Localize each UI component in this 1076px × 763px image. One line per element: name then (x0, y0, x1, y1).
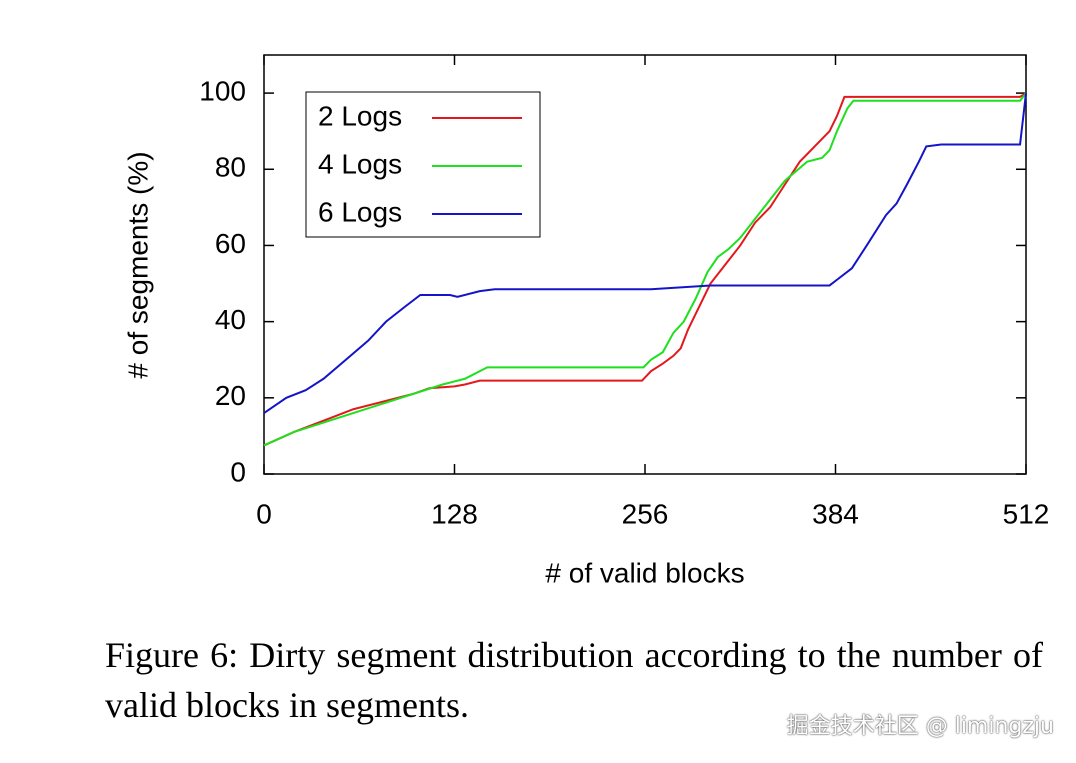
legend-label: 4 Logs (318, 148, 402, 179)
y-tick-label: 80 (215, 152, 246, 183)
y-tick-label: 0 (230, 456, 246, 487)
y-tick-label: 40 (215, 304, 246, 335)
legend-label: 6 Logs (318, 196, 402, 227)
x-tick-label: 384 (812, 498, 859, 529)
x-tick-label: 128 (431, 498, 478, 529)
y-tick-label: 60 (215, 228, 246, 259)
watermark: 掘金技术社区 @ limingzju (786, 714, 1054, 739)
x-tick-label: 256 (622, 498, 669, 529)
legend-box (305, 91, 541, 238)
x-tick-label: 0 (256, 498, 272, 529)
y-axis-label: # of segments (%) (122, 151, 153, 378)
legend-label: 2 Logs (318, 100, 402, 131)
chart: # of valid blocks # of segments (%) 0 20 4… (122, 54, 1050, 588)
series-line (263, 92, 1027, 414)
x-tick-label: 512 (1003, 498, 1050, 529)
y-tick-label: 20 (215, 380, 246, 411)
y-tick-label: 100 (199, 75, 246, 106)
x-axis-label: # of valid blocks (545, 557, 744, 588)
caption: Figure 6: Dirty segment distribution acc… (105, 635, 1043, 725)
